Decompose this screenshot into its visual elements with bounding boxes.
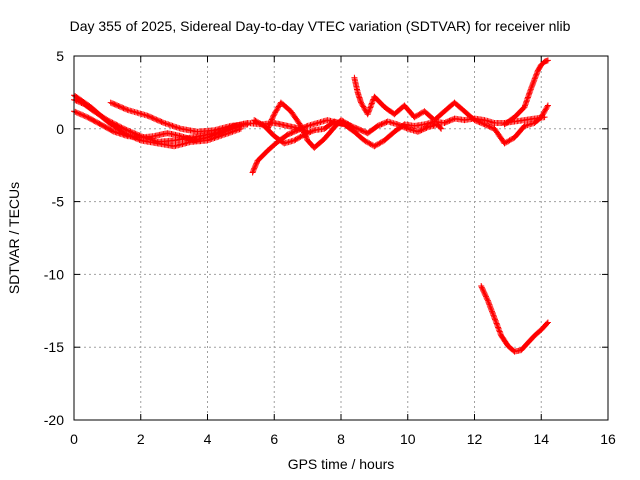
x-tick-label: 0	[70, 431, 78, 447]
grid-lines	[73, 55, 609, 421]
x-tick-label: 14	[533, 431, 549, 447]
x-tick-label: 6	[270, 431, 278, 447]
data-points	[478, 283, 551, 355]
series-track-h	[351, 74, 551, 147]
x-tick-label: 16	[600, 431, 616, 447]
x-axis-label: GPS time / hours	[287, 456, 395, 472]
y-tick-label: -5	[52, 194, 65, 210]
series-track-j	[478, 283, 551, 355]
plot-frame	[73, 55, 609, 421]
data-markers	[71, 57, 551, 355]
y-axis-label: SDTVAR / TECUs	[6, 181, 22, 295]
x-tick-label: 10	[400, 431, 416, 447]
data-points	[264, 99, 355, 151]
data-points	[351, 74, 551, 147]
x-tick-label: 12	[467, 431, 483, 447]
x-tick-label: 4	[204, 431, 212, 447]
y-tick-label: -20	[44, 412, 64, 428]
y-tick-label: 5	[56, 48, 64, 64]
data-points	[501, 57, 551, 128]
series-track-g	[264, 99, 355, 151]
series-track-i	[501, 57, 551, 128]
y-tick-labels: 5 0 -5 -10 -15 -20	[44, 48, 64, 428]
x-tick-label: 8	[337, 431, 345, 447]
chart-title: Day 355 of 2025, Sidereal Day-to-day VTE…	[69, 18, 571, 34]
y-tick-label: -15	[44, 339, 64, 355]
y-tick-label: -10	[44, 266, 64, 282]
data-points	[107, 99, 251, 135]
y-tick-label: 0	[56, 121, 64, 137]
x-tick-label: 2	[137, 431, 145, 447]
x-tick-labels: 0 2 4 6 8 10 12 14 16	[70, 431, 616, 447]
series-track-d	[107, 99, 251, 135]
